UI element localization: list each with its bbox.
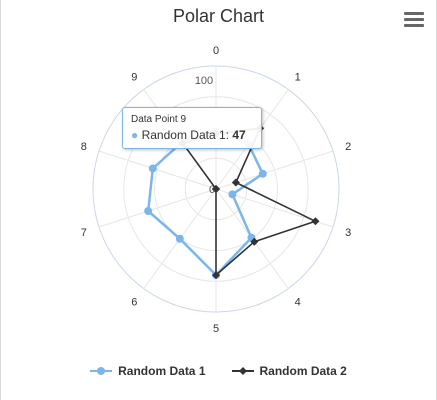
data-point[interactable] — [250, 237, 259, 246]
radial-axis: 0 100 — [195, 75, 215, 196]
chart-title: Polar Chart — [172, 6, 265, 26]
legend-label: Random Data 1 — [118, 364, 206, 378]
data-point[interactable] — [258, 169, 267, 178]
legend-item-random-data-2[interactable]: Random Data 2 — [231, 364, 347, 378]
tooltip-value: 47 — [232, 128, 246, 142]
data-point[interactable] — [212, 271, 220, 280]
grid-spoke — [98, 150, 217, 190]
angle-tick-label: 0 — [213, 45, 219, 57]
tooltip-series-name: Random Data 1 — [141, 128, 226, 142]
angle-tick-label: 2 — [345, 141, 351, 153]
data-point[interactable] — [311, 217, 320, 226]
data-point[interactable] — [144, 207, 153, 216]
menu-icon[interactable] — [404, 12, 424, 30]
tooltip-line: ● Random Data 1: 47 — [131, 128, 246, 142]
angle-tick-label: 6 — [131, 296, 137, 308]
angle-axis: 0 1 2 3 4 5 6 7 8 9 — [81, 45, 352, 335]
angle-tick-label: 3 — [345, 227, 351, 239]
legend: Random Data 1 Random Data 2 — [0, 364, 437, 378]
radial-tick-label: 100 — [195, 75, 213, 87]
radial-tick-label: 0 — [209, 184, 215, 196]
data-point[interactable] — [231, 178, 240, 187]
legend-label: Random Data 2 — [259, 364, 347, 378]
angle-tick-label: 9 — [131, 72, 137, 84]
angle-tick-label: 7 — [81, 227, 87, 239]
angle-tick-label: 1 — [295, 72, 301, 84]
data-point[interactable] — [228, 190, 237, 199]
legend-line-circle-icon — [90, 367, 113, 375]
legend-line-diamond-icon — [231, 367, 254, 375]
grid-spoke — [98, 188, 217, 228]
polar-chart: 0 100 0 1 2 3 4 5 6 7 8 9 — [81, 45, 352, 335]
data-point[interactable] — [148, 164, 157, 173]
legend-item-random-data-1[interactable]: Random Data 1 — [90, 364, 206, 378]
angle-tick-label: 4 — [295, 296, 301, 308]
tooltip-title: Data Point 9 — [131, 114, 187, 125]
series-line — [181, 127, 317, 276]
data-point[interactable] — [175, 234, 184, 243]
tooltip: Data Point 9 ● Random Data 1: 47 — [122, 107, 262, 149]
data-point[interactable] — [212, 185, 220, 193]
angle-tick-label: 5 — [213, 323, 219, 335]
angle-tick-label: 8 — [81, 141, 87, 153]
tooltip-dot-icon: ● — [131, 128, 139, 142]
